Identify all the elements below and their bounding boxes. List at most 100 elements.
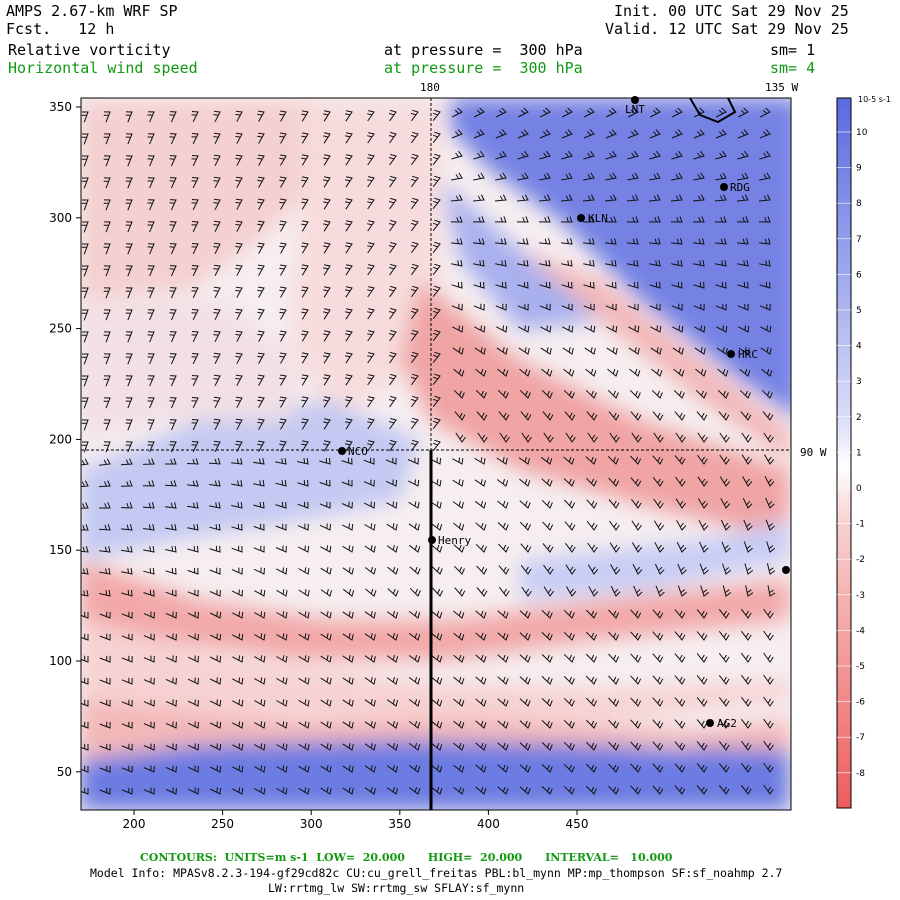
wind-barb xyxy=(697,454,708,465)
wind-barb xyxy=(453,610,465,619)
wind-barb xyxy=(519,478,531,487)
wind-barb xyxy=(564,499,576,509)
wind-barb xyxy=(452,325,464,333)
wind-barb xyxy=(279,352,287,364)
wind-barb xyxy=(364,611,376,619)
wind-barb xyxy=(147,375,155,387)
wind-barb xyxy=(741,718,752,729)
wind-barb xyxy=(81,155,89,167)
wind-barb xyxy=(187,765,199,773)
wind-barb xyxy=(364,655,376,663)
wind-barb xyxy=(475,720,487,729)
wind-barb xyxy=(676,541,687,553)
station-henry-label: Henry xyxy=(438,534,471,547)
wind-barb xyxy=(765,519,775,531)
wind-barb xyxy=(677,585,687,597)
wind-barb xyxy=(539,281,551,289)
wind-barb xyxy=(103,419,111,431)
wind-barb xyxy=(147,309,155,321)
wind-barb xyxy=(674,785,686,795)
wind-barb xyxy=(209,567,221,575)
wind-barb xyxy=(213,264,221,277)
wind-barb xyxy=(235,396,243,408)
wind-barb xyxy=(607,455,619,465)
wind-barb xyxy=(742,497,753,509)
wind-barb xyxy=(652,719,664,729)
wind-barb xyxy=(319,501,331,509)
wind-barb xyxy=(81,243,89,255)
wind-barb xyxy=(519,764,531,773)
wind-barb xyxy=(741,652,752,663)
wind-barb xyxy=(693,303,705,311)
colorbar-label: -4 xyxy=(856,626,865,636)
wind-barb xyxy=(695,368,707,377)
wind-barb xyxy=(365,588,377,597)
wind-barb xyxy=(367,286,375,298)
wind-barb xyxy=(254,765,266,773)
wind-barb xyxy=(301,440,309,452)
wind-barb xyxy=(279,264,287,276)
wind-barb xyxy=(520,543,532,553)
wind-barb xyxy=(165,458,177,465)
wind-barb xyxy=(191,199,199,211)
wind-barb xyxy=(432,153,441,166)
wind-barb xyxy=(121,765,133,773)
wind-barb xyxy=(563,631,575,641)
wind-barb xyxy=(675,498,686,509)
y-tick-label: 350 xyxy=(49,100,72,114)
wind-barb xyxy=(342,699,354,707)
wind-barb xyxy=(169,353,177,365)
wind-barb xyxy=(169,419,177,431)
wind-barb xyxy=(653,498,664,509)
wind-barb xyxy=(693,260,705,267)
wind-barb xyxy=(565,586,577,597)
wind-barb xyxy=(520,411,532,421)
wind-barb xyxy=(213,154,221,167)
wind-barb xyxy=(257,308,265,320)
wind-barb xyxy=(630,411,642,421)
wind-barb xyxy=(718,411,730,421)
wind-barb xyxy=(495,281,507,289)
wind-barb xyxy=(652,763,664,773)
wind-barb xyxy=(323,440,331,452)
wind-barb xyxy=(630,675,642,685)
wind-barb xyxy=(410,417,419,430)
wind-barb xyxy=(714,194,727,202)
colorbar-label: -1 xyxy=(856,520,865,530)
field-1-smoothing: sm= 1 xyxy=(770,41,816,59)
station-henry-marker xyxy=(428,536,436,544)
wind-barb xyxy=(298,611,310,619)
wind-barb xyxy=(410,307,419,320)
wind-barb xyxy=(125,331,133,343)
colorbar-units: 10-5 s-1 xyxy=(858,95,891,104)
wind-barb xyxy=(323,330,331,342)
wind-barb xyxy=(432,285,441,298)
wind-barb xyxy=(519,720,531,729)
wind-barb xyxy=(257,154,265,166)
wind-barb xyxy=(213,286,221,299)
station-ag2-marker xyxy=(706,719,714,727)
wind-barb xyxy=(519,786,531,795)
wind-barb xyxy=(608,631,620,641)
colorbar-label: -3 xyxy=(856,591,865,601)
wind-barb xyxy=(718,740,730,751)
wind-barb xyxy=(699,541,709,553)
lon-label-180: 180 xyxy=(420,81,440,94)
wind-barb xyxy=(761,368,773,377)
wind-barb xyxy=(652,476,664,487)
wind-barb xyxy=(626,216,639,223)
wind-barb xyxy=(517,303,529,311)
wind-barb xyxy=(719,432,730,443)
wind-barb xyxy=(301,330,309,342)
wind-barb xyxy=(125,353,133,365)
wind-barb xyxy=(342,523,354,531)
wind-barb xyxy=(408,610,421,619)
wind-barb xyxy=(499,432,510,443)
wind-barb xyxy=(81,265,89,277)
wind-barb xyxy=(718,608,730,619)
wind-barb xyxy=(345,330,353,342)
wind-barb xyxy=(565,564,576,575)
wind-barb xyxy=(766,541,776,553)
wind-barb xyxy=(759,238,771,245)
wind-barb xyxy=(231,523,243,531)
